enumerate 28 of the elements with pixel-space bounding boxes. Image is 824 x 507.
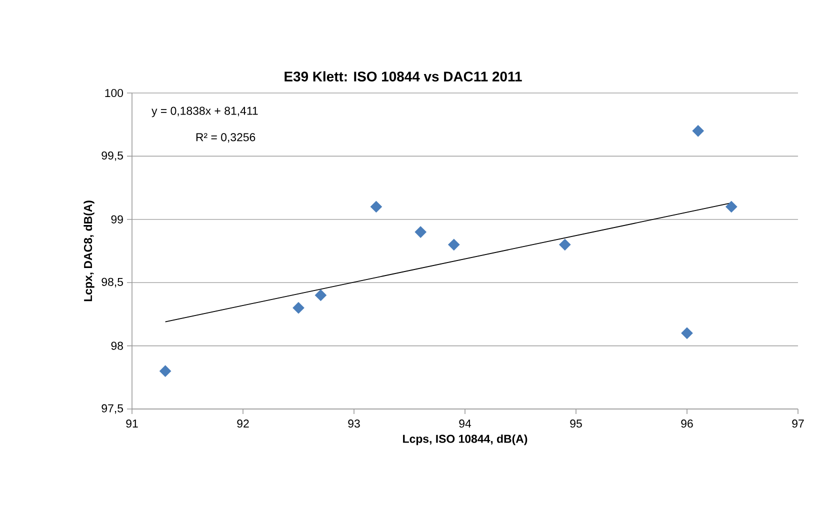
point <box>681 327 693 339</box>
x-axis-title: Lcps, ISO 10844, dB(A) <box>403 434 528 446</box>
x-tick-label: 97 <box>792 420 804 428</box>
point <box>448 238 460 250</box>
point <box>370 201 382 212</box>
y-tick-label: 97,5 <box>102 404 123 414</box>
x-tick-label: 95 <box>570 420 582 428</box>
point <box>559 238 571 250</box>
point <box>292 302 304 314</box>
x-tick-label: 94 <box>459 420 472 428</box>
x-tick-label: 96 <box>681 420 693 428</box>
x-tick-label: 91 <box>126 420 138 428</box>
y-tick-label: 99,5 <box>102 151 123 161</box>
y-tick-label: 98 <box>111 342 123 350</box>
annotation: y = 0,1838x + 81,411 <box>152 106 258 118</box>
y-tick-label: 99 <box>111 215 123 224</box>
x-tick-label: 92 <box>237 420 249 428</box>
y-tick-label: 98,5 <box>102 278 123 288</box>
point <box>692 125 704 137</box>
point <box>414 226 426 238</box>
x-tick-label: 93 <box>348 420 360 428</box>
point <box>726 201 738 212</box>
annotation: R² = 0,3256 <box>196 133 256 143</box>
point <box>160 365 172 377</box>
y-tick-label: 100 <box>105 88 124 98</box>
point <box>314 289 326 301</box>
chart-title: E39 Klett: ISO 10844 vs DAC11 2011 <box>284 71 522 82</box>
y-axis-title: Lcpx, DAC8, dB(A) <box>84 200 94 302</box>
